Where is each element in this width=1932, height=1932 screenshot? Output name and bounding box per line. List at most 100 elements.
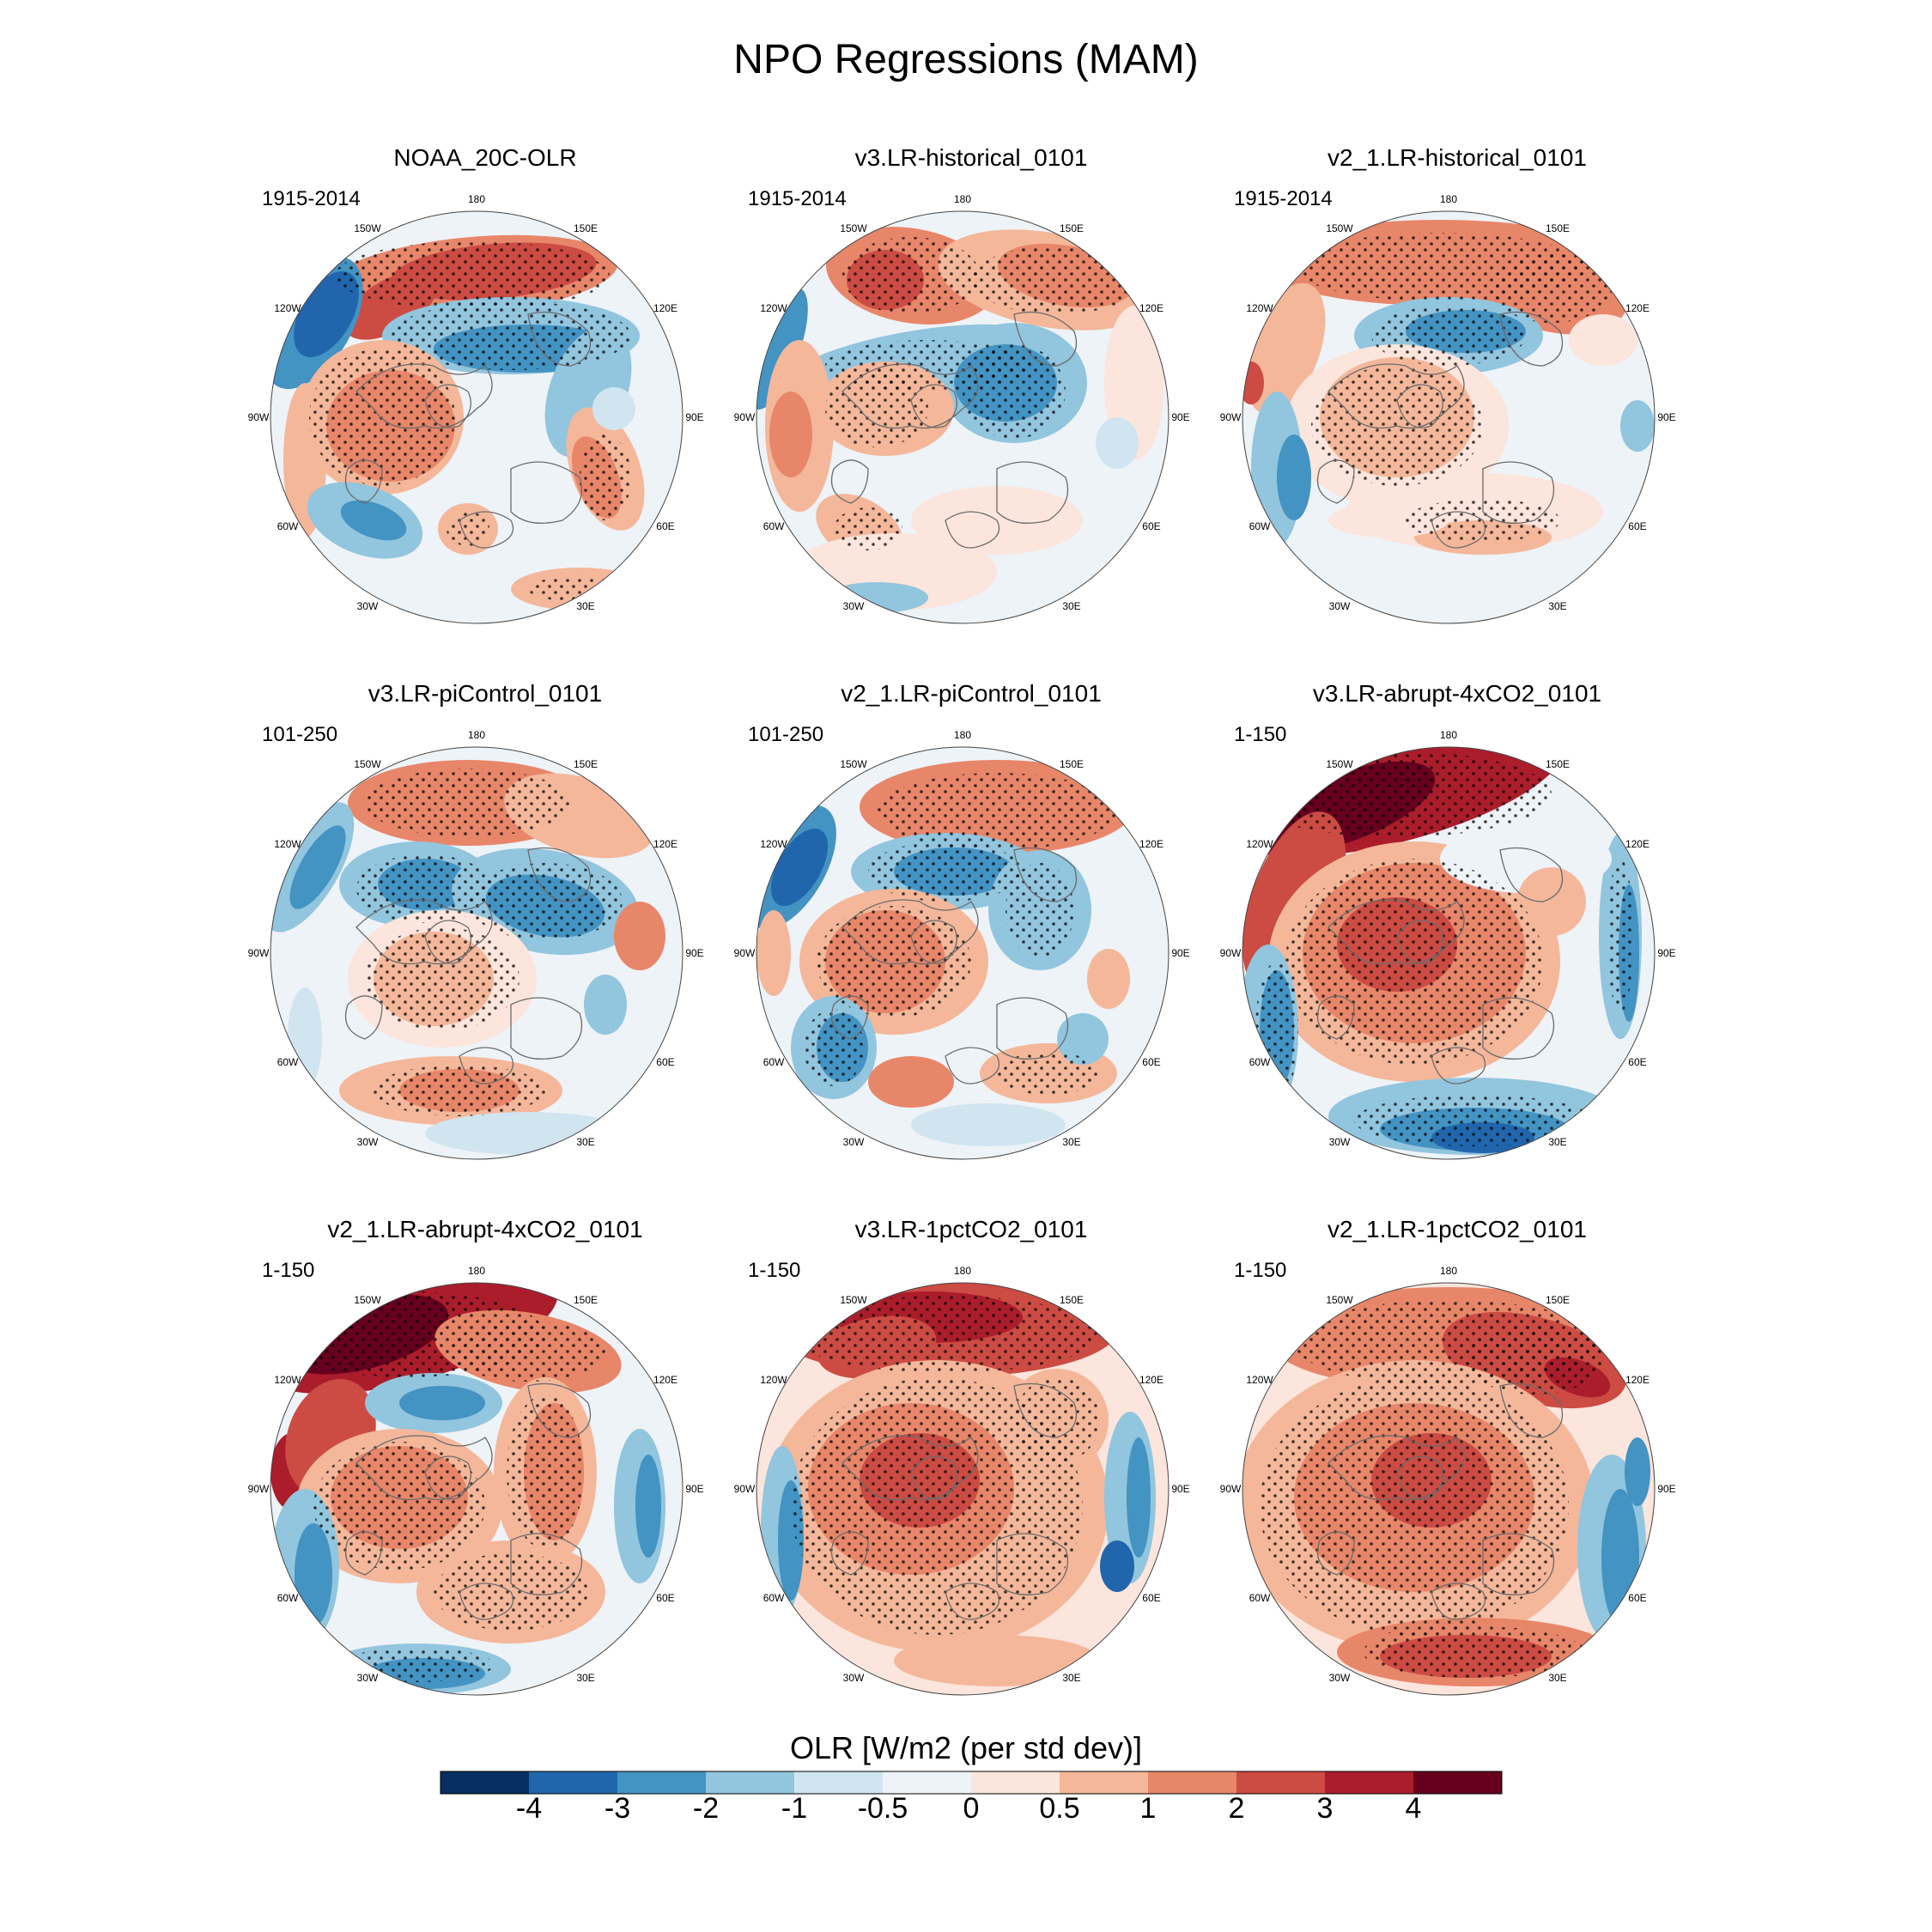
panel-title: v2_1.LR-abrupt-4xCO2_0101 [327,1216,643,1242]
map-border [756,1282,1170,1696]
panel-title: v3.LR-abrupt-4xCO2_0101 [1312,680,1602,707]
longitude-label: 60E [1628,520,1646,532]
longitude-label: 120W [760,302,787,314]
map-border [270,1282,683,1696]
anomaly-region [1625,1437,1650,1506]
significance-stippling [791,1296,1100,1373]
significance-stippling [1242,751,1552,837]
figure-title: NPO Regressions (MAM) [733,37,1199,82]
colorbar-tick-label: 2 [1228,1792,1245,1825]
longitude-label: 60W [277,520,299,532]
longitude-label: 150E [1060,758,1084,770]
colorbar-tick-label: -4 [515,1792,543,1825]
significance-stippling [1466,1326,1603,1394]
longitude-label: 180 [1440,729,1457,741]
map-field [270,211,683,623]
coastline [510,997,583,1060]
map-panel: v2_1.LR-historical_0101 1915-2014 180 150… [1200,144,1715,625]
period-label: 1915-2014 [262,187,361,210]
significance-stippling [528,576,631,602]
coastline [1396,384,1443,428]
longitude-label: 60W [763,1592,785,1604]
significance-stippling [365,927,519,1030]
map-panel: v3.LR-historical_0101 1915-2014 180 150E 1… [714,144,1229,625]
coastline [355,1435,493,1501]
longitude-label: 30W [1329,1672,1351,1684]
polar-map: 180150E120E90E60E30E030W60W90W120W150W [734,1265,1190,1696]
coastline [1013,1382,1078,1438]
anomaly-region [756,288,808,410]
longitude-label: 120E [1625,1374,1649,1386]
longitude-label: 30E [576,1136,594,1148]
coastline [1499,847,1564,902]
coastline [1316,459,1355,504]
longitude-label: 60E [1142,1056,1160,1068]
longitude-label: 120E [653,1374,677,1386]
polar-map: 180150E120E90E60E30E030W60W90W120W150W [248,729,704,1160]
longitude-label: 90W [734,411,756,423]
significance-stippling [356,854,494,923]
colorbar-swatch [617,1771,706,1794]
colorbar-swatch [706,1771,794,1794]
period-label: 1-150 [1234,1259,1287,1282]
longitude-label: 180 [468,729,485,741]
longitude-label: 150E [1546,758,1570,770]
longitude-label: 60E [1142,520,1160,532]
panel-title: v3.LR-historical_0101 [854,144,1088,171]
significance-stippling [1005,863,1074,957]
panel-title: NOAA_20C-OLR [393,144,577,171]
longitude-label: 150E [574,1294,598,1306]
period-label: 1-150 [1234,723,1287,746]
longitude-label: 30W [357,1136,379,1148]
longitude-label: 60W [1249,520,1271,532]
coastline [1431,1583,1486,1620]
coastline [1482,461,1555,524]
longitude-label: 30E [1548,1136,1566,1148]
map-field [1242,1283,1655,1695]
significance-stippling [1607,859,1633,1013]
coastline [945,511,1000,549]
significance-stippling [365,769,571,837]
coastline [355,363,493,429]
map-field [756,1283,1169,1695]
longitude-label: 120E [1139,1374,1163,1386]
significance-stippling [834,507,902,550]
coastline [841,363,979,429]
significance-stippling [1260,1377,1569,1635]
longitude-label: 120W [1246,1374,1273,1386]
coastline [841,899,979,965]
longitude-label: 120E [1625,838,1649,850]
longitude-labels: 180150E120E90E60E30E030W60W90W120W150W [248,193,704,612]
colorbar-swatch [794,1771,883,1794]
polar-map: 180150E120E90E60E30E030W60W90W120W150W [1220,193,1676,624]
map-field [270,747,683,1159]
coastline [459,1047,514,1084]
map-field [1242,747,1655,1159]
significance-stippling [374,1065,545,1116]
longitude-label: 90W [1220,1483,1242,1495]
longitude-label: 120W [1246,838,1273,850]
coastline [344,459,383,504]
map-border [270,210,683,624]
longitude-label: 120E [653,302,677,314]
polar-map: 180150E120E90E60E30E030W60W90W120W150W [734,193,1190,624]
longitude-label: 150E [1546,222,1570,234]
coastline [527,1382,592,1438]
panel-title: v2_1.LR-historical_0101 [1327,144,1587,171]
coastline [945,1047,1000,1084]
panel-title: v2_1.LR-piControl_0101 [841,680,1102,707]
coastlines [1316,847,1564,1084]
longitude-label: 90E [685,411,703,423]
coastlines [830,1382,1078,1620]
longitude-label: 150W [354,222,381,234]
anomaly-region [868,1056,954,1108]
longitude-label: 90E [1657,947,1675,959]
longitude-label: 90E [1171,1483,1189,1495]
coastline [1327,899,1465,965]
longitude-label: 90E [685,947,703,959]
longitude-label: 60E [1142,1592,1160,1604]
coastline [1327,1435,1465,1501]
map-border [756,210,1170,624]
anomaly-region [1242,361,1264,404]
significance-stippling [804,1009,864,1086]
